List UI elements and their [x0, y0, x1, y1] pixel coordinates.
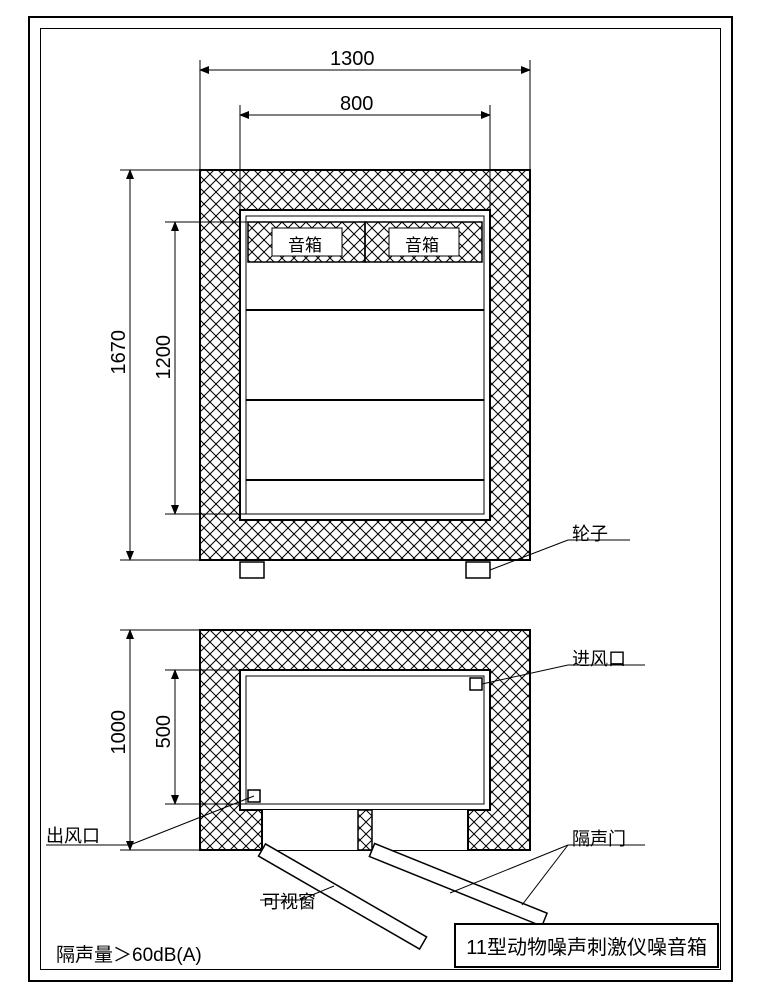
- speaker-label-right: 音箱: [405, 231, 439, 256]
- drawing-svg: [0, 0, 761, 1000]
- dim-1200: 1200: [153, 335, 176, 380]
- dim-800: 800: [340, 93, 373, 116]
- door-right: [369, 844, 547, 927]
- dim-500: 500: [153, 715, 176, 748]
- sound-insulation-note: 隔声量＞60dB(A): [56, 940, 202, 967]
- dim-1000: 1000: [108, 710, 131, 755]
- dim-1670: 1670: [108, 330, 131, 375]
- dim-1300: 1300: [330, 48, 375, 71]
- wheel-label: 轮子: [572, 520, 608, 546]
- outlet-label: 出风口: [46, 822, 100, 848]
- air-inlet: [470, 678, 482, 690]
- inlet-label: 进风口: [572, 645, 626, 671]
- speaker-label-left: 音箱: [288, 231, 322, 256]
- wheel-right: [466, 562, 490, 578]
- title-box: 11型动物噪声刺激仪噪音箱: [454, 923, 719, 968]
- door-label: 隔声门: [572, 825, 626, 851]
- wheel-left: [240, 562, 264, 578]
- front-view: [120, 60, 630, 578]
- top-view: [46, 630, 645, 949]
- window-label: 可视窗: [262, 888, 316, 914]
